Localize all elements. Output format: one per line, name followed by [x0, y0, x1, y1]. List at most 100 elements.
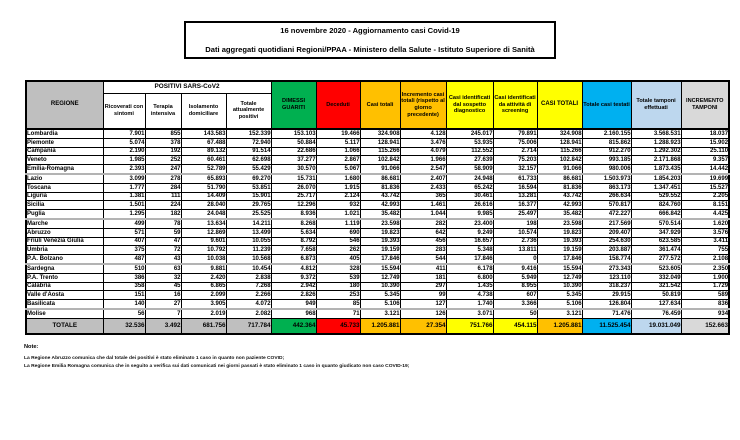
- data-cell: 4.425: [680, 209, 730, 220]
- data-cell: 17.846: [445, 254, 494, 265]
- data-cell: 254.630: [581, 236, 632, 247]
- covid-data-table: REGIONE POSITIVI SARS-CoV2 DIMESSI GUARI…: [25, 80, 731, 335]
- data-cell: 181: [399, 272, 447, 283]
- column-header-casi-totali: Casi totali: [359, 80, 401, 130]
- data-cell: 321.542: [630, 281, 682, 292]
- region-name-cell: Umbria: [25, 245, 104, 256]
- data-cell: 10.055: [225, 236, 272, 247]
- data-cell: 6.865: [180, 281, 227, 292]
- data-cell: 2.838: [225, 272, 272, 283]
- table-row: Abruzzo 571 59 12.869 13.499 5.634 690 19.823 64…: [25, 227, 730, 238]
- data-cell: 1.966: [399, 155, 447, 166]
- column-header-regione: REGIONE: [25, 80, 104, 130]
- column-header-terapia-intensiva: Terapia intensiva: [144, 92, 182, 130]
- data-cell: 115.266: [536, 146, 583, 157]
- table-row: P.A. Bolzano 487 43 10.038 10.568 6.873 405 17.…: [25, 254, 730, 265]
- data-cell: 3.121: [536, 307, 583, 319]
- data-cell: 499: [102, 217, 146, 229]
- data-cell: 1.985: [102, 155, 146, 166]
- data-cell: 5.949: [492, 272, 538, 283]
- data-cell: 623.585: [630, 236, 682, 247]
- data-cell: 65.893: [180, 172, 227, 184]
- column-header-casi-testati: Totale casi testati: [581, 80, 632, 130]
- column-header-ricoverati: Ricoverati con sintomi: [102, 92, 146, 130]
- data-cell: 2.082: [225, 307, 272, 319]
- data-cell: 5.117: [315, 137, 361, 148]
- data-cell: 23.400: [445, 217, 494, 229]
- data-cell: 755: [680, 245, 730, 256]
- data-cell: 12.869: [180, 227, 227, 238]
- data-cell: 8.936: [270, 209, 317, 220]
- data-cell: 1.044: [399, 209, 447, 220]
- table-body: Lombardia 7.901 855 143.583 152.339 153.103 19…: [25, 128, 730, 319]
- data-cell: 91.066: [359, 164, 401, 175]
- data-cell: 365: [399, 191, 447, 202]
- data-cell: 14.409: [180, 191, 227, 202]
- table-row: Veneto 1.985 252 60.461 62.698 37.277 2.867 102…: [25, 155, 730, 166]
- data-cell: 203.887: [581, 245, 632, 256]
- data-cell: 32: [144, 272, 182, 283]
- data-cell: 1.292.302: [630, 146, 682, 157]
- data-cell: 75.203: [492, 155, 538, 166]
- data-cell: 53.851: [225, 182, 272, 193]
- data-cell: 6.873: [270, 254, 317, 265]
- data-cell: 30.570: [270, 164, 317, 175]
- region-name-cell: Valle d'Aosta: [25, 290, 104, 301]
- data-cell: 15.901: [225, 191, 272, 202]
- data-cell: 570.817: [581, 200, 632, 211]
- total-data-cell: 751.766: [445, 317, 494, 335]
- data-cell: 1.854.203: [630, 172, 682, 184]
- data-cell: 3.366: [492, 299, 538, 310]
- data-cell: 86.681: [359, 172, 401, 184]
- data-cell: 89.132: [180, 146, 227, 157]
- data-cell: 217.569: [581, 217, 632, 229]
- table-row: Sicilia 1.501 224 28.040 29.765 12.296 932 42.9…: [25, 200, 730, 211]
- data-cell: 4.128: [399, 128, 447, 139]
- data-cell: 3.071: [445, 307, 494, 319]
- data-cell: 5.106: [359, 299, 401, 310]
- data-cell: 2.433: [399, 182, 447, 193]
- region-name-cell: P.A. Bolzano: [25, 254, 104, 265]
- data-cell: 18.037: [680, 128, 730, 139]
- data-cell: 25.525: [225, 209, 272, 220]
- data-cell: 1.680: [315, 172, 361, 184]
- data-cell: 253: [315, 290, 361, 301]
- data-cell: 25.497: [492, 209, 538, 220]
- data-cell: 81.836: [359, 182, 401, 193]
- data-cell: 5.067: [315, 164, 361, 175]
- data-cell: 19.699: [680, 172, 730, 184]
- data-cell: 25.110: [680, 146, 730, 157]
- data-cell: 3.099: [102, 172, 146, 184]
- data-cell: 487: [102, 254, 146, 265]
- data-cell: 9.372: [270, 272, 317, 283]
- data-cell: 16.594: [492, 182, 538, 193]
- data-cell: 19.823: [536, 227, 583, 238]
- total-data-cell: 1.205.881: [536, 317, 583, 335]
- data-cell: 12.749: [359, 272, 401, 283]
- data-cell: 666.842: [630, 209, 682, 220]
- table-row: Sardegna 510 63 9.881 10.454 4.812 328 15.594 41…: [25, 262, 730, 274]
- data-cell: 863.173: [581, 182, 632, 193]
- data-cell: 546: [315, 236, 361, 247]
- table-row: Lazio 3.099 278 65.893 69.270 15.731 1.680 86.6…: [25, 172, 730, 184]
- data-cell: 78: [144, 217, 182, 229]
- data-cell: 71.476: [581, 307, 632, 319]
- data-cell: 2.407: [399, 172, 447, 184]
- data-cell: 472.227: [581, 209, 632, 220]
- total-data-cell: 27.354: [399, 317, 447, 335]
- data-cell: 15.594: [359, 262, 401, 274]
- data-cell: 284: [144, 182, 182, 193]
- total-data-cell: 19.031.049: [630, 317, 682, 335]
- data-cell: 642: [399, 227, 447, 238]
- data-cell: 192: [144, 146, 182, 157]
- data-cell: 7.268: [225, 281, 272, 292]
- table-row: Puglia 1.295 182 24.048 25.525 8.936 1.021 35.4…: [25, 209, 730, 220]
- data-cell: 1.461: [399, 200, 447, 211]
- data-cell: 1.620: [680, 217, 730, 229]
- data-cell: 570.514: [630, 217, 682, 229]
- region-name-cell: P.A. Trento: [25, 272, 104, 283]
- data-cell: 8.955: [492, 281, 538, 292]
- data-cell: 8.792: [270, 236, 317, 247]
- data-cell: 690: [315, 227, 361, 238]
- data-cell: 949: [270, 299, 317, 310]
